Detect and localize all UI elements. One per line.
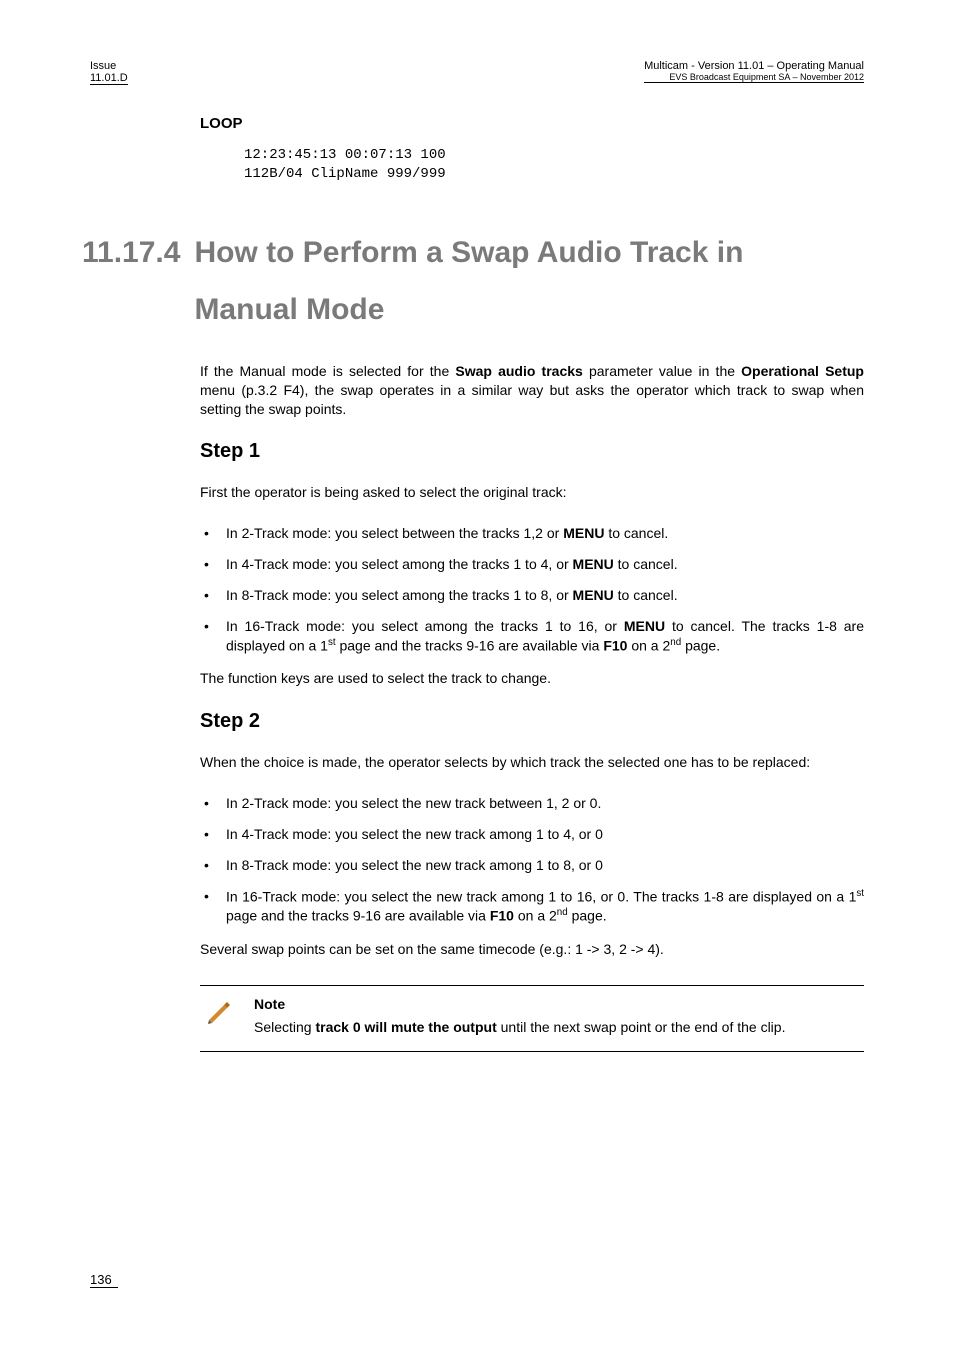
bullet-text-pre: In 16-Track mode: you select the new tra… — [226, 889, 856, 905]
loop-heading: LOOP — [200, 115, 864, 132]
bullet-sup-nd: nd — [557, 907, 568, 918]
list-item: In 2-Track mode: you select between the … — [200, 524, 864, 543]
bullet-sup-nd: nd — [670, 637, 681, 648]
header-right: Multicam - Version 11.01 – Operating Man… — [644, 60, 864, 85]
note-body: Selecting track 0 will mute the output u… — [254, 1018, 864, 1037]
bullet-text-post: to cancel. — [614, 587, 678, 603]
bullet-text-post: page. — [568, 908, 607, 924]
bullet-sup-st: st — [328, 637, 336, 648]
pencil-icon — [200, 996, 254, 1037]
note-body-post: until the next swap point or the end of … — [497, 1019, 786, 1035]
step1-bullet-list: In 2-Track mode: you select between the … — [200, 524, 864, 655]
header-product-title: Multicam - Version 11.01 – Operating Man… — [644, 60, 864, 72]
note-title: Note — [254, 996, 864, 1012]
step1-lead: First the operator is being asked to sel… — [200, 483, 864, 502]
list-item: In 4-Track mode: you select among the tr… — [200, 555, 864, 574]
list-item: In 8-Track mode: you select among the tr… — [200, 586, 864, 605]
note-body-bold: track 0 will mute the output — [315, 1019, 496, 1035]
bullet-bold-menu: MENU — [563, 525, 604, 541]
bullet-text-mid3: on a 2 — [627, 638, 670, 654]
step2-tail: Several swap points can be set on the sa… — [200, 940, 864, 959]
bullet-text-pre: In 2-Track mode: you select between the … — [226, 525, 563, 541]
note-content: Note Selecting track 0 will mute the out… — [254, 996, 864, 1037]
list-item: In 16-Track mode: you select the new tra… — [200, 887, 864, 926]
bullet-bold-f10: F10 — [490, 908, 514, 924]
bullet-bold-menu: MENU — [573, 556, 614, 572]
section-heading: 11.17.4 How to Perform a Swap Audio Track… — [82, 224, 864, 338]
loop-code-line-2: 112B/04 ClipName 999/999 — [244, 165, 864, 184]
section-title-line2: Manual Mode — [194, 293, 384, 326]
content-area: LOOP 12:23:45:13 00:07:13 100 112B/04 Cl… — [200, 115, 864, 1052]
step2-lead: When the choice is made, the operator se… — [200, 753, 864, 772]
bullet-bold-menu: MENU — [624, 618, 665, 634]
header-left: Issue 11.01.D — [90, 60, 128, 85]
list-item: In 4-Track mode: you select the new trac… — [200, 825, 864, 844]
page-number: 136 — [90, 1272, 118, 1288]
step1-tail: The function keys are used to select the… — [200, 669, 864, 688]
bullet-text-mid2: page and the tracks 9-16 are available v… — [336, 638, 604, 654]
page-container: Issue 11.01.D Multicam - Version 11.01 –… — [0, 0, 954, 1347]
bullet-text-mid2: on a 2 — [514, 908, 557, 924]
step1-heading: Step 1 — [200, 440, 864, 463]
loop-code-line-1: 12:23:45:13 00:07:13 100 — [244, 146, 864, 165]
bullet-bold-f10: F10 — [603, 638, 627, 654]
bullet-text-post: page. — [681, 638, 720, 654]
list-item: In 16-Track mode: you select among the t… — [200, 617, 864, 655]
note-box: Note Selecting track 0 will mute the out… — [200, 985, 864, 1052]
list-item: In 8-Track mode: you select the new trac… — [200, 856, 864, 875]
page-header: Issue 11.01.D Multicam - Version 11.01 –… — [90, 60, 864, 85]
section-title-line1: How to Perform a Swap Audio Track in — [194, 236, 743, 269]
intro-paragraph: If the Manual mode is selected for the S… — [200, 362, 864, 419]
bullet-text-pre: In 4-Track mode: you select among the tr… — [226, 556, 573, 572]
header-issue-label: Issue — [90, 60, 128, 72]
page-footer: 136 — [90, 1272, 864, 1287]
note-body-pre: Selecting — [254, 1019, 315, 1035]
header-issue-value: 11.01.D — [90, 72, 128, 85]
bullet-text-pre: In 8-Track mode: you select among the tr… — [226, 587, 573, 603]
bullet-bold-menu: MENU — [573, 587, 614, 603]
list-item: In 2-Track mode: you select the new trac… — [200, 794, 864, 813]
header-company: EVS Broadcast Equipment SA – November 20… — [644, 72, 864, 83]
section-number: 11.17.4 — [82, 224, 180, 281]
intro-bold-swap: Swap audio tracks — [455, 363, 582, 379]
intro-text-pre: If the Manual mode is selected for the — [200, 363, 455, 379]
bullet-sup-st: st — [856, 888, 864, 899]
step2-heading: Step 2 — [200, 710, 864, 733]
bullet-text-post: to cancel. — [614, 556, 678, 572]
intro-bold-opsetup: Operational Setup — [741, 363, 864, 379]
loop-code-block: 12:23:45:13 00:07:13 100 112B/04 ClipNam… — [244, 146, 864, 184]
intro-text-mid1: parameter value in the — [583, 363, 741, 379]
bullet-text-mid1: page and the tracks 9-16 are available v… — [226, 908, 490, 924]
step2-bullet-list: In 2-Track mode: you select the new trac… — [200, 794, 864, 926]
intro-text-post: menu (p.3.2 F4), the swap operates in a … — [200, 382, 864, 417]
bullet-text-pre: In 16-Track mode: you select among the t… — [226, 618, 624, 634]
bullet-text-post: to cancel. — [604, 525, 668, 541]
